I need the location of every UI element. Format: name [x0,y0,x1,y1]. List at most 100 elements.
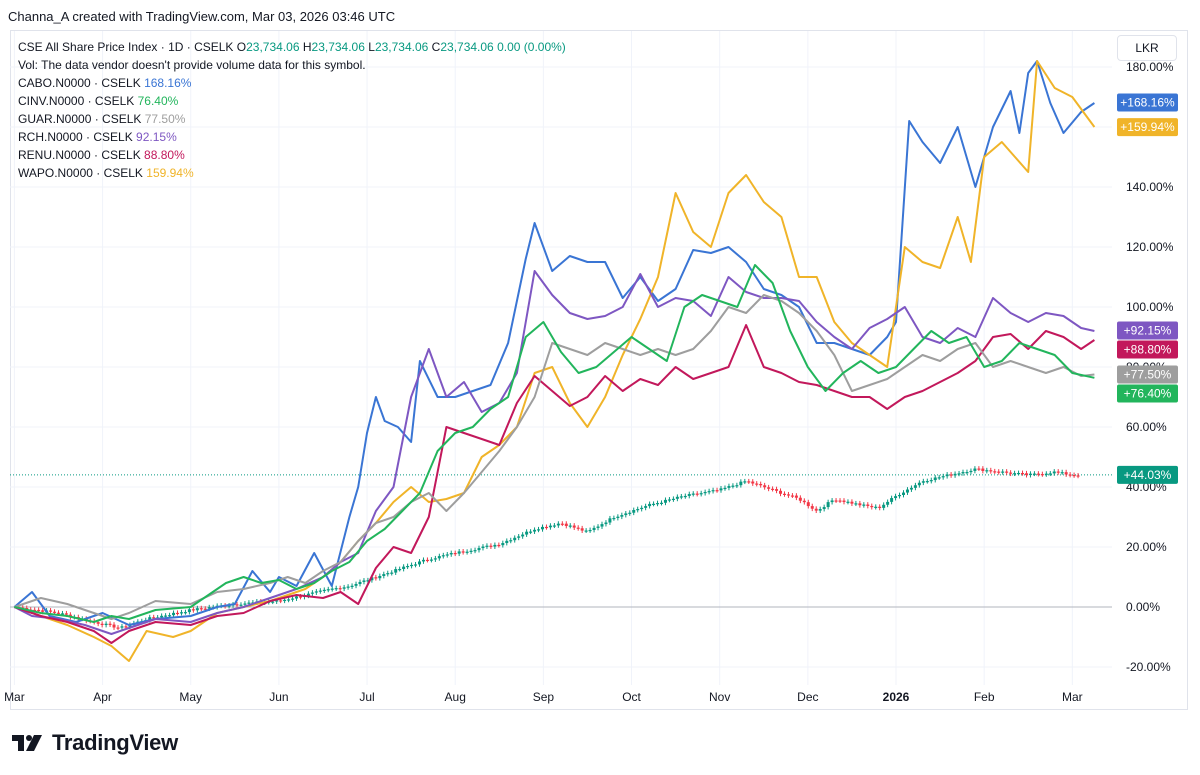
candle-body [199,608,203,610]
legend-row-rch[interactable]: RCH.N0000 · CSELK 92.15% [18,128,566,146]
candle-body [596,526,600,528]
legend-symbol: RCH.N0000 · CSELK [18,130,137,144]
candle-body [433,558,437,560]
candle-body [763,485,767,488]
candle-body [295,596,299,599]
legend-main-row[interactable]: CSE All Share Price Index · 1D · CSELK O… [18,38,566,56]
attribution-text: Channa_A created with TradingView.com, M… [8,9,396,24]
candle-body [513,537,517,541]
candle-body [509,540,513,542]
candle-body [49,610,53,612]
legend-row-cabo[interactable]: CABO.N0000 · CSELK 168.16% [18,74,566,92]
currency-button[interactable]: LKR [1117,35,1177,61]
candle-body [1017,472,1021,475]
candle-body [1013,473,1017,475]
candle-body [905,489,909,493]
candle-body [782,493,786,495]
candle-body [318,590,322,592]
candle-body [330,588,334,590]
candle-body [921,481,925,483]
candle-body [227,605,231,607]
y-tick-label: 0.00% [1126,600,1160,614]
candle-body [616,516,620,519]
candle-body [402,566,406,570]
candle-body [350,585,354,587]
candle-body [830,500,834,503]
last-value-text-renu: +88.80% [1124,343,1172,357]
candle-body [882,504,886,508]
candle-body [338,588,342,590]
candle-body [802,500,806,503]
legend-value: 168.16% [144,76,192,90]
x-tick-label: Nov [709,690,730,704]
candle-body [298,596,302,598]
candle-body [878,506,882,508]
candle-body [148,617,152,621]
candle-body [981,468,985,471]
legend-row-wapo[interactable]: WAPO.N0000 · CSELK 159.94% [18,164,566,182]
candle-body [890,498,894,502]
legend-row-renu[interactable]: RENU.N0000 · CSELK 88.80% [18,146,566,164]
legend-symbol: RENU.N0000 · CSELK [18,148,145,162]
candle-body [398,569,402,571]
candle-body [612,518,616,520]
y-tick-label: 120.00% [1126,240,1174,254]
candle-body [925,481,929,483]
last-value-text-main: +44.03% [1124,468,1172,482]
candle-body [576,527,580,529]
candle-body [287,599,291,601]
chart-frame[interactable] [10,30,1188,710]
candle-body [711,490,715,492]
series-line-cinv [14,264,1095,623]
candle-body [394,569,398,573]
candle-body [953,473,957,476]
legend-value: 88.80% [144,148,185,162]
legend-row-guar[interactable]: GUAR.N0000 · CSELK 77.50% [18,110,566,128]
candle-body [814,508,818,511]
candle-body [279,600,283,602]
candle-body [1005,471,1009,473]
candle-body [124,626,128,628]
main-symbol: CSE All Share Price Index · 1D · CSELK [18,40,234,54]
legend-row-cinv[interactable]: CINV.N0000 · CSELK 76.40% [18,92,566,110]
candle-body [703,491,707,494]
ohlc-values: O23,734.06 H23,734.06 L23,734.06 C23,734… [236,40,566,54]
x-tick-label: Jul [359,690,374,704]
candle-body [449,553,453,555]
candle-body [719,488,723,491]
candle-body [243,603,247,605]
last-value-badge-rch [1117,321,1178,340]
last-value-badge-cinv [1117,384,1178,403]
candle-body [775,489,779,491]
candle-body [445,554,449,556]
candle-body [152,617,156,619]
last-value-text-wapo: +159.94% [1120,120,1175,134]
candle-body [858,503,862,506]
candle-body [544,526,548,529]
candle-body [945,474,949,477]
candle-body [346,586,350,588]
candle-body [306,593,310,596]
candle-body [354,584,358,586]
candle-body [1064,472,1068,475]
candle-body [291,598,295,600]
candle-body [191,609,195,611]
candle-body [406,565,410,568]
candle-body [671,498,675,501]
candle-body [834,500,838,502]
x-tick-label: 2026 [883,690,910,704]
candle-body [902,492,906,495]
brand-name: TradingView [52,730,178,755]
candle-body [755,483,759,485]
candle-body [632,510,636,513]
candle-body [60,613,64,615]
candle-body [271,601,275,603]
candle-body [933,477,937,481]
legend-symbol: CINV.N0000 · CSELK [18,94,138,108]
candle-body [533,529,537,532]
candle-body [723,487,727,490]
candle-body [548,525,552,528]
brand: TradingView [12,730,178,756]
candle-body [624,513,628,516]
